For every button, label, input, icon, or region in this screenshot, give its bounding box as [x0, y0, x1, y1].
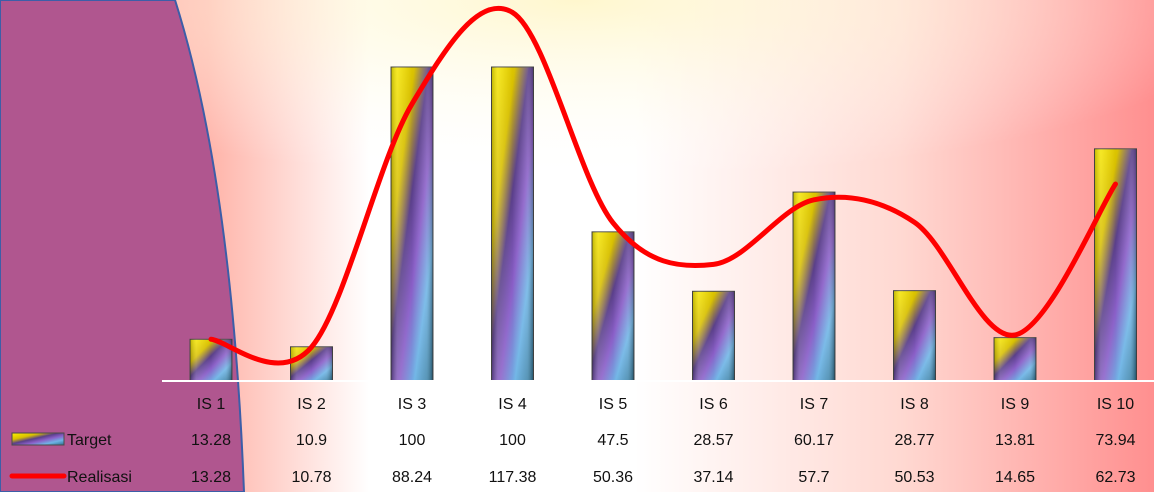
bar-target-5 — [591, 231, 635, 382]
bar-target-6 — [692, 290, 735, 382]
realisasi-value-label: 88.24 — [392, 469, 432, 486]
x-tick-label: IS 9 — [1001, 396, 1030, 413]
realisasi-value-label: 62.73 — [1095, 469, 1135, 486]
x-tick-label: IS 3 — [398, 396, 427, 413]
target-value-label: 13.81 — [995, 432, 1035, 449]
realisasi-value-label: 10.78 — [291, 469, 331, 486]
realisasi-line — [208, 5, 1118, 366]
x-tick-label: IS 7 — [800, 396, 829, 413]
realisasi-value-label: 117.38 — [489, 469, 537, 486]
labels-layer: IS 1 IS 2 IS 3 IS 4 IS 5 IS 6 IS 7 IS 8 IS 9 IS 1… — [9, 396, 1136, 486]
x-tick-label: IS 10 — [1097, 396, 1134, 413]
legend-target-swatch — [11, 432, 65, 446]
x-tick-label: IS 5 — [599, 396, 628, 413]
target-value-label: 100 — [499, 432, 526, 449]
x-tick-label: IS 1 — [197, 396, 226, 413]
bar-target-3 — [390, 66, 434, 382]
bar-target-8 — [893, 290, 936, 382]
target-value-label: 100 — [399, 432, 426, 449]
target-value-label: 60.17 — [794, 432, 834, 449]
x-tick-label: IS 4 — [498, 396, 527, 413]
x-tick-label: IS 2 — [297, 396, 326, 413]
bar-target-7 — [792, 191, 836, 382]
target-value-label: 13.28 — [191, 432, 231, 449]
bar-target-9 — [993, 337, 1037, 382]
realisasi-value-label: 14.65 — [995, 469, 1035, 486]
legend-realisasi-label: Realisasi — [67, 469, 132, 486]
legend-target-label: Target — [67, 432, 112, 449]
realisasi-value-label: 13.28 — [191, 469, 231, 486]
realisasi-value-label: 50.53 — [894, 469, 934, 486]
realisasi-value-label: 50.36 — [593, 469, 633, 486]
side-panel — [0, 0, 246, 492]
target-value-label: 47.5 — [597, 432, 628, 449]
target-value-label: 28.77 — [894, 432, 934, 449]
x-tick-label: IS 6 — [699, 396, 728, 413]
x-tick-label: IS 8 — [900, 396, 929, 413]
target-value-label: 28.57 — [693, 432, 733, 449]
realisasi-value-label: 37.14 — [693, 469, 733, 486]
realisasi-value-label: 57.7 — [798, 469, 829, 486]
target-value-label: 10.9 — [296, 432, 327, 449]
bar-target-2 — [290, 346, 333, 382]
bar-target-4 — [491, 66, 534, 382]
target-value-label: 73.94 — [1095, 432, 1135, 449]
